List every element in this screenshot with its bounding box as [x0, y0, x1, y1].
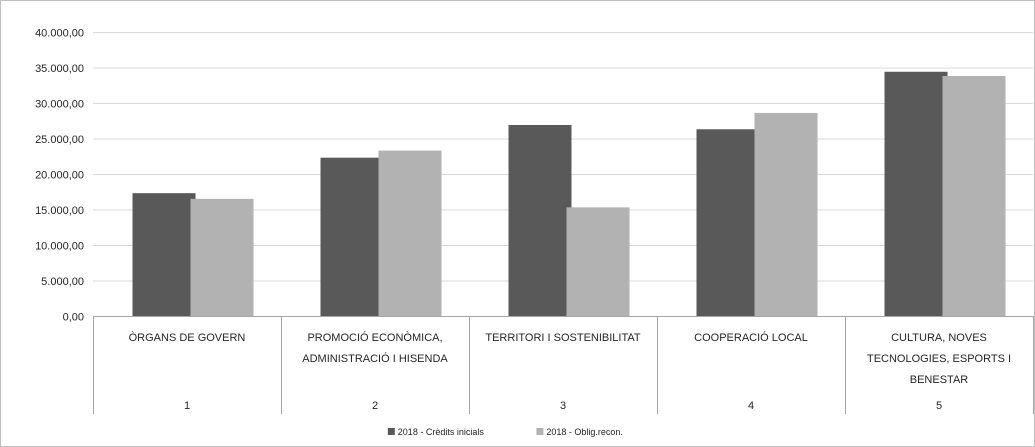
legend-label-series-2: 2018 - Oblig.recon. [546, 427, 623, 437]
category-label: PROMOCIÓ ECONÒMICA, [307, 331, 442, 344]
category-index-label: 5 [936, 400, 942, 412]
legend-swatch-series-2 [536, 428, 544, 435]
category-label: CULTURA, NOVES [891, 332, 987, 344]
legend-label-series-1: 2018 - Crèdits inicials [398, 427, 485, 437]
bar-series-2-cat-1 [190, 198, 254, 316]
y-tick-label: 15.000,00 [35, 205, 84, 217]
bar-series-1-cat-4 [696, 129, 760, 316]
category-index-label: 1 [184, 400, 190, 412]
bar-series-1-cat-5 [884, 71, 948, 316]
bar-series-1-cat-1 [132, 193, 196, 316]
bar-series-2-cat-3 [566, 207, 630, 316]
y-tick-label: 20.000,00 [35, 170, 84, 182]
category-index-label: 4 [748, 400, 754, 412]
y-tick-label: 35.000,00 [35, 63, 84, 75]
category-label: ADMINISTRACIÓ I HISENDA [302, 352, 448, 365]
bar-series-2-cat-4 [754, 112, 818, 316]
bar-series-1-cat-3 [508, 125, 572, 316]
category-index-label: 2 [372, 400, 378, 412]
y-tick-label: 25.000,00 [35, 134, 84, 146]
category-label: TERRITORI I SOSTENIBILITAT [485, 332, 641, 344]
bar-series-2-cat-5 [942, 76, 1006, 317]
category-index-label: 3 [560, 400, 566, 412]
category-label: ÒRGANS DE GOVERN [129, 331, 246, 344]
legend-swatch-series-1 [387, 428, 395, 435]
bar-series-1-cat-2 [320, 157, 384, 316]
y-tick-label: 5.000,00 [41, 276, 84, 288]
bar-series-2-cat-2 [378, 150, 442, 316]
y-tick-label: 0,00 [63, 312, 84, 324]
category-label: BENESTAR [910, 374, 969, 386]
y-tick-label: 10.000,00 [35, 241, 84, 253]
category-label: TECNOLOGIES, ESPORTS I [867, 353, 1011, 365]
y-tick-label: 30.000,00 [35, 99, 84, 111]
category-label: COOPERACIÓ LOCAL [694, 331, 808, 344]
y-tick-label: 40.000,00 [35, 28, 84, 40]
